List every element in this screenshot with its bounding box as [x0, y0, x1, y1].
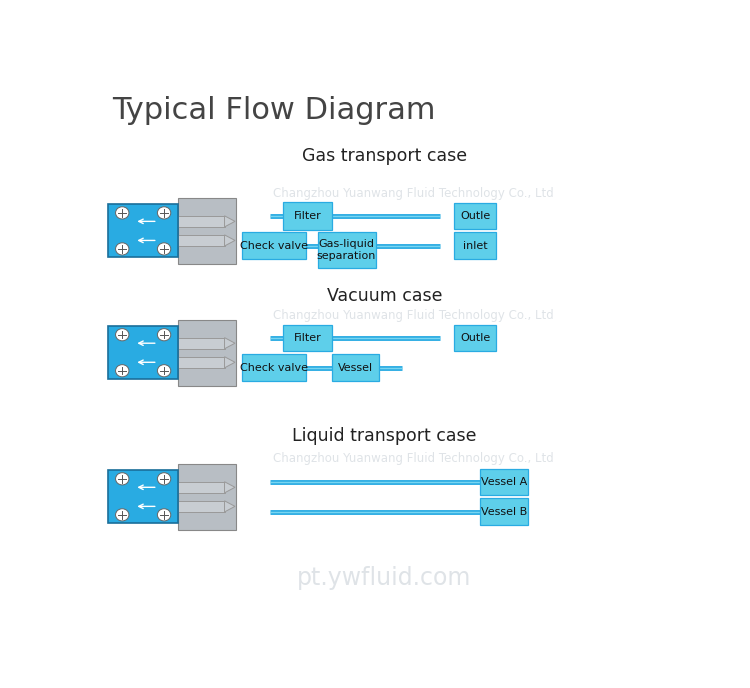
- Polygon shape: [224, 338, 235, 349]
- Bar: [454, 203, 496, 229]
- Circle shape: [116, 508, 129, 521]
- Bar: [480, 498, 528, 525]
- Bar: [108, 204, 178, 257]
- Text: Outle: Outle: [460, 211, 490, 221]
- Text: Changzhou Yuanwang Fluid Technology Co., Ltd: Changzhou Yuanwang Fluid Technology Co.,…: [273, 187, 554, 200]
- Text: inlet: inlet: [463, 241, 488, 250]
- Bar: [283, 325, 332, 351]
- Bar: [178, 356, 224, 368]
- Text: Outle: Outle: [460, 333, 490, 343]
- Text: Filter: Filter: [294, 211, 322, 221]
- Bar: [178, 482, 224, 493]
- Bar: [108, 471, 178, 524]
- Circle shape: [158, 243, 171, 255]
- Text: Vacuum case: Vacuum case: [327, 287, 442, 305]
- Circle shape: [116, 207, 129, 219]
- Polygon shape: [224, 501, 235, 512]
- Text: Check valve: Check valve: [240, 363, 308, 373]
- Circle shape: [158, 473, 171, 485]
- Bar: [332, 354, 379, 381]
- Bar: [178, 338, 224, 349]
- Circle shape: [158, 329, 171, 341]
- Bar: [178, 216, 224, 227]
- Text: Changzhou Yuanwang Fluid Technology Co., Ltd: Changzhou Yuanwang Fluid Technology Co.,…: [273, 452, 554, 465]
- Bar: [178, 235, 224, 246]
- Polygon shape: [224, 235, 235, 246]
- Text: Vessel: Vessel: [338, 363, 373, 373]
- Circle shape: [116, 365, 129, 377]
- Text: pt.ywfluid.com: pt.ywfluid.com: [297, 566, 472, 590]
- Polygon shape: [224, 356, 235, 368]
- Text: Liquid transport case: Liquid transport case: [292, 427, 477, 445]
- Text: Check valve: Check valve: [240, 241, 308, 250]
- Text: Filter: Filter: [294, 333, 322, 343]
- Polygon shape: [224, 216, 235, 227]
- Bar: [242, 354, 306, 381]
- Bar: [178, 464, 236, 530]
- Text: Gas transport case: Gas transport case: [302, 147, 467, 164]
- Bar: [178, 197, 236, 264]
- Bar: [108, 326, 178, 379]
- Bar: [178, 501, 224, 512]
- Circle shape: [116, 473, 129, 485]
- Circle shape: [116, 329, 129, 341]
- Bar: [480, 469, 528, 495]
- Circle shape: [158, 365, 171, 377]
- Polygon shape: [224, 482, 235, 493]
- Bar: [317, 232, 376, 268]
- Text: Changzhou Yuanwang Fluid Technology Co., Ltd: Changzhou Yuanwang Fluid Technology Co.,…: [273, 309, 554, 322]
- Bar: [454, 325, 496, 351]
- Bar: [242, 232, 306, 259]
- Text: Typical Flow Diagram: Typical Flow Diagram: [112, 96, 436, 125]
- Text: Gas-liquid
separation: Gas-liquid separation: [317, 239, 376, 261]
- Circle shape: [158, 207, 171, 219]
- Circle shape: [158, 508, 171, 521]
- Text: Vessel B: Vessel B: [481, 506, 527, 517]
- Circle shape: [116, 243, 129, 255]
- Text: Vessel A: Vessel A: [481, 477, 527, 487]
- Bar: [283, 202, 332, 230]
- Bar: [178, 320, 236, 386]
- Bar: [454, 233, 496, 259]
